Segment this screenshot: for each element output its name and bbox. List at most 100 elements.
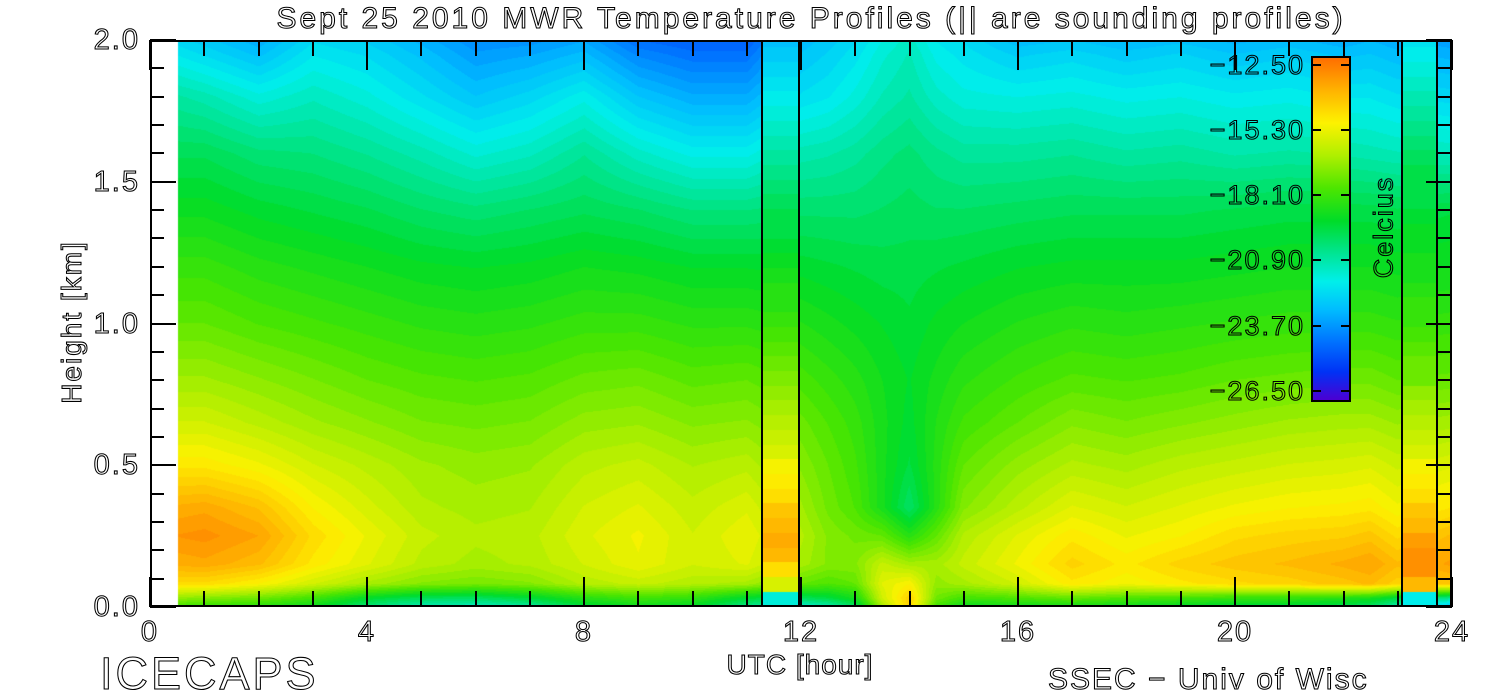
colorbar-tick — [1313, 194, 1321, 196]
x-tick-label: 20 — [1216, 615, 1254, 648]
x-tick-minor — [1071, 40, 1073, 56]
y-tick-minor — [150, 209, 164, 211]
colorbar-tick-label: −15.30 — [1209, 114, 1305, 145]
y-tick-minor — [1438, 521, 1452, 523]
x-tick-minor — [692, 591, 694, 607]
y-tick-minor — [1438, 266, 1452, 268]
x-tick-major — [1017, 40, 1019, 70]
x-tick-minor — [420, 40, 422, 56]
x-tick-minor — [746, 40, 748, 56]
x-tick-minor — [1288, 40, 1290, 56]
x-tick-minor — [1126, 591, 1128, 607]
y-tick-minor — [150, 351, 164, 353]
x-tick-minor — [637, 40, 639, 56]
x-tick-minor — [203, 40, 205, 56]
colorbar-tick — [1341, 390, 1349, 392]
colorbar-tick — [1313, 390, 1321, 392]
x-tick-minor — [1180, 40, 1182, 56]
x-tick-major — [583, 40, 585, 70]
y-tick-minor — [1438, 351, 1452, 353]
x-tick-label: 0 — [140, 615, 160, 648]
y-tick-major — [1426, 606, 1452, 608]
x-tick-minor — [854, 40, 856, 56]
x-tick-major — [1451, 40, 1453, 70]
colorbar-tick — [1341, 325, 1349, 327]
colorbar-tick — [1341, 194, 1349, 196]
y-tick-minor — [1438, 493, 1452, 495]
y-tick-major — [150, 181, 176, 183]
x-tick-major — [800, 40, 802, 70]
x-tick-minor — [529, 591, 531, 607]
y-tick-minor — [1438, 578, 1452, 580]
x-tick-major — [1234, 577, 1236, 607]
x-tick-minor — [909, 591, 911, 607]
x-tick-minor — [1180, 591, 1182, 607]
y-tick-major — [1426, 39, 1452, 41]
y-tick-label: 1.5 — [93, 165, 140, 198]
x-tick-minor — [1288, 591, 1290, 607]
y-tick-minor — [150, 237, 164, 239]
x-tick-label: 8 — [574, 615, 594, 648]
y-tick-minor — [150, 152, 164, 154]
x-tick-major — [366, 577, 368, 607]
y-tick-minor — [150, 266, 164, 268]
colorbar-tick-label: −20.90 — [1209, 244, 1305, 275]
colorbar-tick — [1313, 259, 1321, 261]
x-tick-major — [149, 40, 151, 70]
x-tick-minor — [1343, 591, 1345, 607]
colorbar-tick — [1341, 129, 1349, 131]
colorbar-tick — [1341, 64, 1349, 66]
y-tick-label: 0.5 — [93, 449, 140, 482]
x-tick-label: 4 — [357, 615, 377, 648]
y-tick-major — [150, 606, 176, 608]
colorbar — [1311, 56, 1351, 402]
y-tick-minor — [150, 294, 164, 296]
y-tick-major — [150, 464, 176, 466]
x-tick-major — [1451, 577, 1453, 607]
x-tick-major — [366, 40, 368, 70]
colorbar-tick — [1313, 64, 1321, 66]
y-tick-minor — [1438, 436, 1452, 438]
y-tick-minor — [1438, 408, 1452, 410]
x-tick-label: 12 — [782, 615, 820, 648]
y-tick-major — [1426, 323, 1452, 325]
y-tick-minor — [150, 96, 164, 98]
y-tick-minor — [150, 493, 164, 495]
x-tick-minor — [746, 591, 748, 607]
x-tick-minor — [258, 591, 260, 607]
y-tick-minor — [150, 521, 164, 523]
y-tick-label: 1.0 — [93, 307, 140, 340]
sounding-line — [798, 40, 800, 607]
colorbar-label: Celcius — [1368, 175, 1399, 279]
y-tick-minor — [1438, 96, 1452, 98]
y-tick-minor — [1438, 379, 1452, 381]
x-tick-minor — [963, 591, 965, 607]
x-axis-label: UTC [hour] — [726, 648, 874, 680]
y-tick-minor — [150, 379, 164, 381]
sounding-line — [1436, 40, 1438, 607]
y-tick-minor — [1438, 237, 1452, 239]
x-tick-minor — [963, 40, 965, 56]
x-tick-minor — [692, 40, 694, 56]
x-tick-minor — [854, 591, 856, 607]
footer-right-text: SSEC − Univ of Wisc — [1047, 662, 1369, 696]
footer-left-text: ICECAPS — [99, 647, 319, 699]
x-tick-minor — [258, 40, 260, 56]
y-tick-major — [150, 323, 176, 325]
x-tick-major — [583, 577, 585, 607]
x-tick-minor — [529, 40, 531, 56]
x-tick-major — [149, 577, 151, 607]
x-tick-minor — [1126, 40, 1128, 56]
y-tick-minor — [150, 124, 164, 126]
y-tick-major — [1426, 181, 1452, 183]
x-tick-major — [800, 577, 802, 607]
colorbar-tick-label: −26.50 — [1209, 375, 1305, 406]
y-tick-minor — [1438, 124, 1452, 126]
x-tick-minor — [312, 40, 314, 56]
y-tick-minor — [150, 549, 164, 551]
x-tick-minor — [475, 40, 477, 56]
chart-title: Sept 25 2010 MWR Temperature Profiles (|… — [276, 1, 1346, 35]
x-tick-minor — [1397, 591, 1399, 607]
y-tick-minor — [1438, 549, 1452, 551]
